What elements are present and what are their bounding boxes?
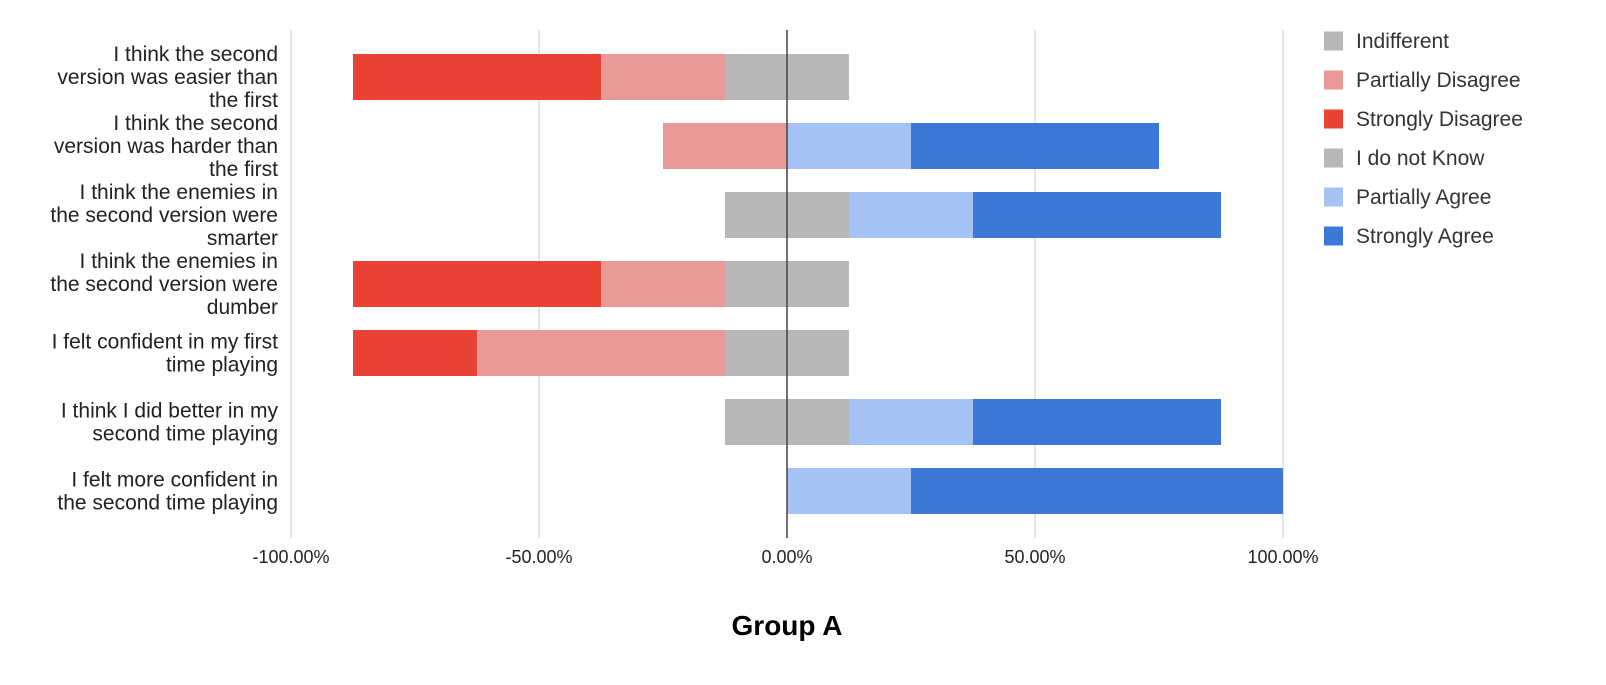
- category-label-1-line-1: version was harder than: [54, 135, 278, 158]
- category-label-5-line-1: second time playing: [92, 423, 278, 446]
- category-label-6-line-0: I felt more confident in: [71, 469, 278, 492]
- legend-label-5: Strongly Agree: [1356, 225, 1494, 248]
- x-tick-label-0: -100.00%: [252, 547, 329, 567]
- category-label-2-line-0: I think the enemies in: [80, 181, 278, 204]
- legend-label-3: I do not Know: [1356, 147, 1485, 170]
- category-label-4-line-0: I felt confident in my first: [52, 331, 279, 354]
- category-label-2-line-2: smarter: [207, 227, 278, 250]
- legend-swatch-4: [1324, 187, 1343, 207]
- x-axis-title: Group A: [732, 610, 843, 641]
- category-label-4-line-1: time playing: [166, 354, 278, 377]
- legend-swatch-2: [1324, 109, 1343, 129]
- x-tick-label-4: 100.00%: [1247, 547, 1318, 567]
- grid-lines: [290, 30, 1284, 538]
- bar-strongly-agree-5: [973, 399, 1221, 445]
- bar-strongly-disagree-0: [353, 54, 601, 100]
- category-label-3-line-0: I think the enemies in: [80, 250, 278, 273]
- bar-partially-agree-1: [787, 123, 911, 169]
- legend-swatch-5: [1324, 226, 1343, 246]
- category-label-0-line-2: the first: [209, 89, 278, 112]
- category-label-5-line-0: I think I did better in my: [61, 400, 279, 423]
- legend-label-4: Partially Agree: [1356, 186, 1491, 209]
- bar-partially-agree-6: [787, 468, 911, 514]
- x-tick-label-2: 0.00%: [761, 547, 812, 567]
- legend-label-2: Strongly Disagree: [1356, 108, 1523, 131]
- bar-strongly-disagree-4: [353, 330, 477, 376]
- bar-partially-disagree-4: [477, 330, 725, 376]
- bar-strongly-disagree-3: [353, 261, 601, 307]
- category-label-0-line-1: version was easier than: [57, 66, 278, 89]
- category-label-6-line-1: the second time playing: [57, 492, 278, 515]
- legend-label-0: Indifferent: [1356, 30, 1449, 53]
- category-label-3-line-1: the second version were: [50, 273, 278, 296]
- bars: [353, 54, 1283, 514]
- category-label-2-line-1: the second version were: [50, 204, 278, 227]
- legend-swatch-1: [1324, 70, 1343, 90]
- bar-partially-disagree-1: [663, 123, 787, 169]
- x-tick-labels: -100.00% -50.00% 0.00% 50.00% 100.00%: [252, 547, 1318, 567]
- category-label-1-line-0: I think the second: [113, 112, 278, 135]
- category-label-3-line-2: dumber: [207, 296, 278, 319]
- category-label-1-line-2: the first: [209, 158, 278, 181]
- bar-strongly-agree-1: [911, 123, 1159, 169]
- legend: Indifferent Partially Disagree Strongly Di…: [1324, 30, 1523, 248]
- legend-swatch-0: [1324, 31, 1343, 51]
- bar-partially-agree-2: [849, 192, 973, 238]
- legend-swatch-3: [1324, 148, 1343, 168]
- category-label-0-line-0: I think the second: [113, 43, 278, 66]
- bar-partially-agree-5: [849, 399, 973, 445]
- legend-label-1: Partially Disagree: [1356, 69, 1521, 92]
- x-tick-label-3: 50.00%: [1004, 547, 1065, 567]
- x-tick-label-1: -50.00%: [505, 547, 572, 567]
- bar-partially-disagree-3: [601, 261, 725, 307]
- bar-strongly-agree-6: [911, 468, 1283, 514]
- bar-partially-disagree-0: [601, 54, 725, 100]
- bar-strongly-agree-2: [973, 192, 1221, 238]
